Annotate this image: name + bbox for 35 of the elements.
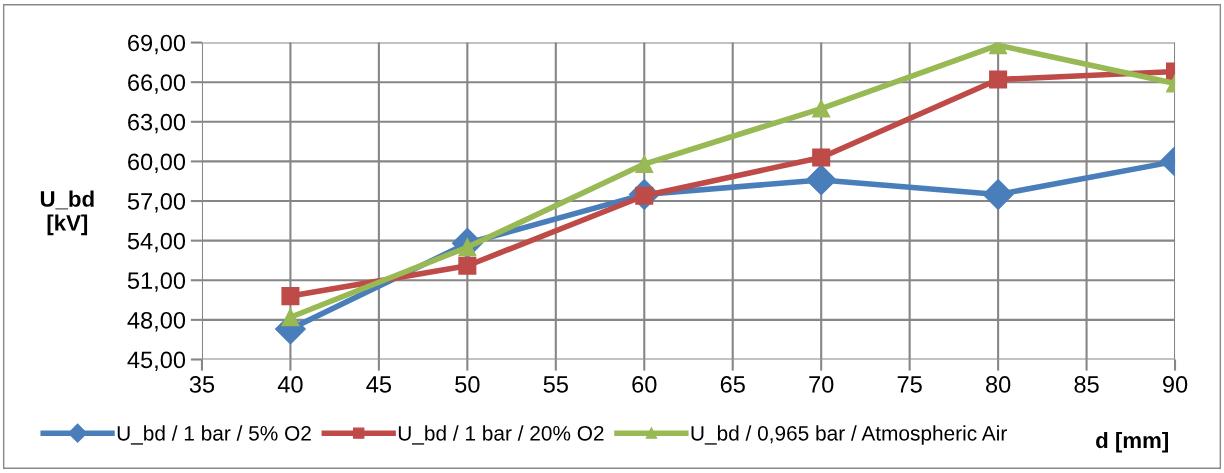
y-tick-label: 60,00 xyxy=(128,153,186,173)
y-tick-label: 48,00 xyxy=(127,311,186,332)
y-tick-label: 45,00 xyxy=(127,351,186,372)
y-axis-title: U_bd [kV] xyxy=(40,190,94,236)
y-tick-label: 57,00 xyxy=(127,193,186,213)
point xyxy=(989,70,1008,89)
x-tick-label: 80 xyxy=(986,376,1011,393)
point xyxy=(812,99,831,118)
x-tick-label: 85 xyxy=(1074,376,1099,393)
x-axis-title: d [mm] xyxy=(1096,431,1168,453)
point xyxy=(635,155,654,174)
legend-label: U_bd / 0,965 bar / Atmospheric Air xyxy=(691,425,1007,445)
point xyxy=(812,148,831,167)
y-tick-label: 63,00 xyxy=(128,113,186,134)
point xyxy=(458,256,477,275)
x-tick-label: 90 xyxy=(1163,376,1188,393)
point xyxy=(805,164,837,196)
x-tick-label: 35 xyxy=(189,376,215,393)
point xyxy=(982,178,1014,210)
x-tick-label: 60 xyxy=(632,376,657,393)
point xyxy=(281,287,300,306)
x-tick-label: 55 xyxy=(543,376,568,393)
point xyxy=(281,308,300,327)
x-tick-label: 40 xyxy=(277,376,303,393)
legend-label: U_bd / 1 bar / 20% O2 xyxy=(398,425,604,445)
x-tick-label: 70 xyxy=(809,376,834,393)
y-tick-label: 69,00 xyxy=(128,34,186,55)
x-tick-label: 65 xyxy=(720,376,745,393)
legend-label: U_bd / 1 bar / 5% O2 xyxy=(117,425,311,445)
x-tick-label: 50 xyxy=(455,376,480,393)
x-tick-label: 75 xyxy=(897,376,922,393)
y-tick-label: 66,00 xyxy=(128,74,186,94)
y-tick-label: 51,00 xyxy=(127,272,186,292)
x-tick-label: 45 xyxy=(366,376,392,393)
y-tick-label: 54,00 xyxy=(127,232,186,253)
